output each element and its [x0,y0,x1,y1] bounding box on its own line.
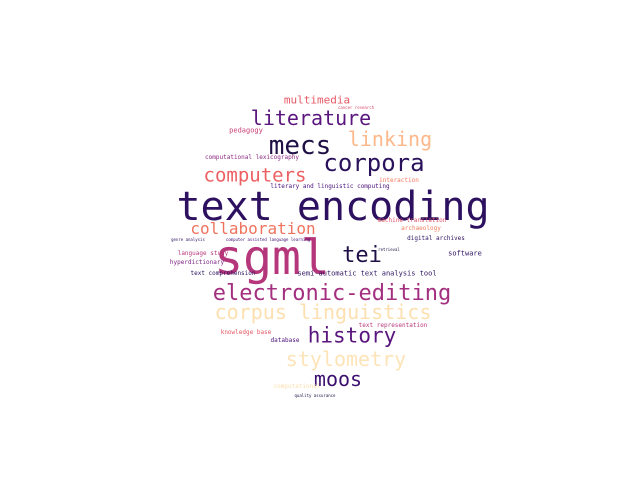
cloud-word-moos: moos [313,367,363,391]
cloud-word-quality-assurance: quality assurance [294,393,336,398]
cloud-word-text-encoding: text encoding [176,184,490,230]
cloud-word-language-study: language study [177,250,229,257]
cloud-word-semi-automatic-text-analysis-tool: semi-automatic text analysis tool [297,269,437,278]
cloud-word-archaeology: archaeology [401,225,441,232]
cloud-word-sgml: sgml [214,230,330,286]
cloud-word-computers: computers [203,164,307,187]
cloud-word-digital-archives: digital archives [407,235,465,242]
cloud-word-history: history [307,323,397,348]
cloud-word-electronic-editing: electronic-editing [212,281,452,306]
cloud-word-mecs: mecs [268,131,332,161]
cloud-word-stylometry: stylometry [285,347,407,371]
cloud-word-literary-and-linguistic-computing: literary and linguistic computing [270,183,390,190]
cloud-word-software: software [448,249,482,258]
cloud-word-computer-assisted-language-learning: computer assisted language learning [225,237,311,242]
cloud-word-computational-lexicography: computational lexicography [205,154,299,161]
cloud-word-linking: linking [347,127,433,151]
cloud-word-database: database [270,337,300,344]
cloud-word-knowledge-base: knowledge base [220,329,272,336]
cloud-word-literature: literature [250,106,372,130]
cloud-word-hyperdictionary: hyperdictionary [169,259,225,266]
cloud-word-pedagogy: pedagogy [229,126,263,135]
cloud-word-interaction: interaction [379,177,419,184]
cloud-word-text-representation: text representation [358,322,428,329]
cloud-word-cancer-research: cancer research [337,105,375,110]
cloud-word-multimedia: multimedia [283,93,351,107]
cloud-word-machine-translation: machine translation [377,217,447,224]
cloud-word-tei: tei [342,243,382,268]
cloud-word-retrieval: retrieval [378,247,400,252]
cloud-word-corpus-linguistics: corpus linguistics [214,300,432,324]
cloud-word-genre-analysis: genre analysis [171,237,205,242]
cloud-word-text-comprehension: text comprehension [190,270,256,277]
cloud-word-collaboration: collaboration [190,219,316,238]
cloud-word-computational: computational [273,383,321,390]
cloud-word-corpora: corpora [323,149,425,177]
